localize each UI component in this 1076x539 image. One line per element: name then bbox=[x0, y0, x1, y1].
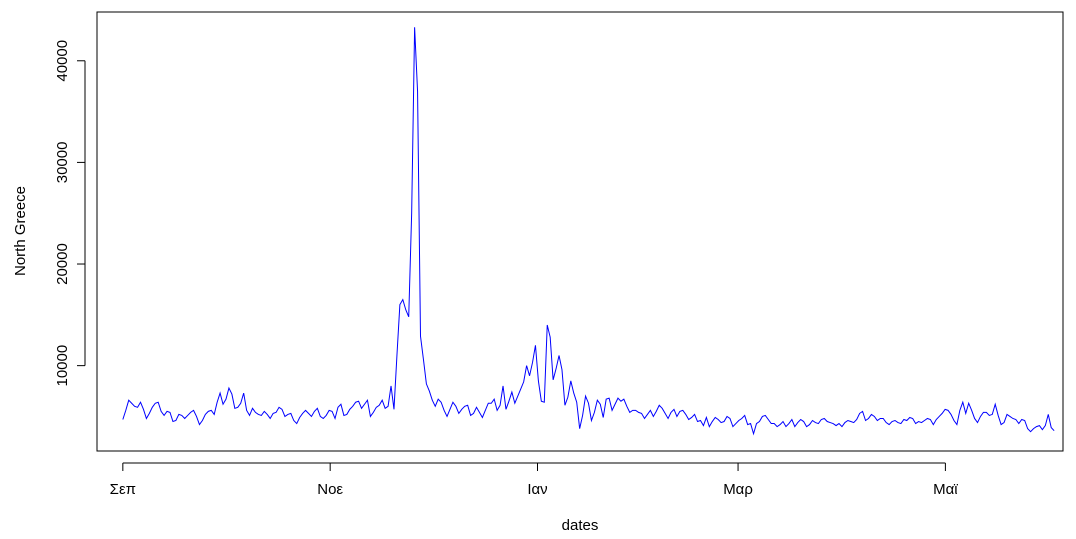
x-axis: Σεπ Νοε Ιαν Μαρ Μαϊ bbox=[110, 462, 958, 498]
x-tick-label: Ιαν bbox=[527, 481, 547, 498]
series-line-north-greece bbox=[122, 27, 1055, 436]
x-tick-label: Μαρ bbox=[723, 481, 753, 498]
plot-frame bbox=[96, 11, 1064, 452]
x-tick-label: Νοε bbox=[317, 481, 343, 498]
x-tick-label: Μαϊ bbox=[933, 481, 958, 498]
y-tick-label: 40000 bbox=[54, 40, 71, 82]
y-axis: 10000 20000 30000 40000 bbox=[54, 40, 86, 387]
y-tick-label: 20000 bbox=[54, 243, 71, 285]
y-tick-label: 10000 bbox=[54, 345, 71, 387]
y-axis-title: North Greece bbox=[12, 186, 29, 276]
x-axis-title: dates bbox=[562, 517, 599, 534]
y-tick-label: 30000 bbox=[54, 142, 71, 184]
x-tick-label: Σεπ bbox=[110, 481, 136, 498]
